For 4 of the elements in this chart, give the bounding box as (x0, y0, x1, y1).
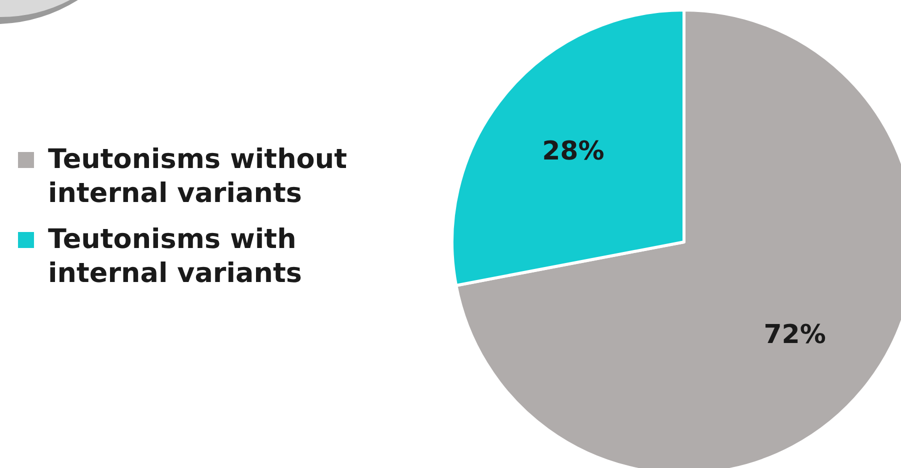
legend-label: Teutonisms with internal variants (48, 224, 302, 289)
data-label: 28% (542, 136, 604, 166)
legend-label: Teutonisms without internal variants (48, 144, 348, 209)
data-label: 72% (764, 320, 826, 350)
